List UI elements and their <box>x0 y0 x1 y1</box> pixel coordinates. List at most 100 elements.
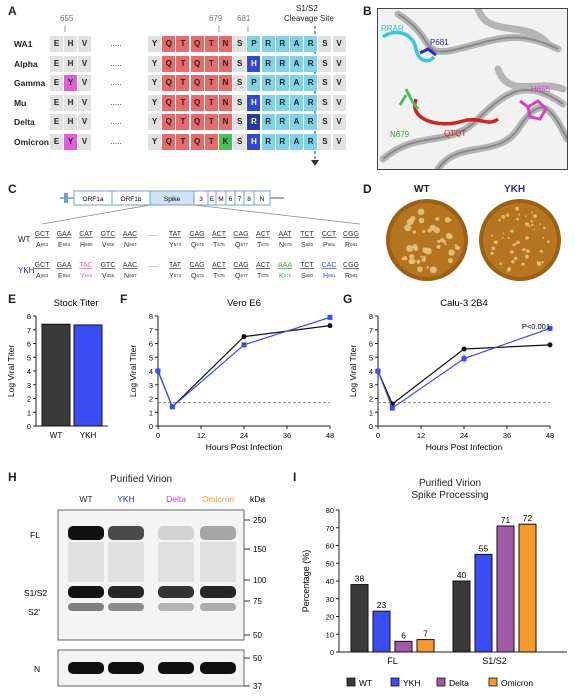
amino-acid-letter: H <box>80 242 85 249</box>
plaque <box>498 218 501 222</box>
residue-cell: V <box>78 75 91 91</box>
residue-cell: S <box>318 114 332 130</box>
amino-acid-letter: Y <box>80 273 85 280</box>
plaque <box>506 268 511 272</box>
variant-name: Alpha <box>14 58 38 69</box>
codon: CAT <box>79 231 93 238</box>
residue-cell: V <box>78 114 91 130</box>
amino-acid: H655 <box>80 242 93 249</box>
g-series-line <box>377 327 551 410</box>
residue-cell: H <box>64 114 77 130</box>
plaque <box>522 248 526 252</box>
ellipsis: ..... <box>110 136 122 146</box>
plaque <box>436 244 441 249</box>
residue-cell: R <box>275 55 289 72</box>
i-ylabel: Percentage (%) <box>301 550 311 613</box>
plaque <box>518 213 521 216</box>
band-n <box>158 662 194 674</box>
plaque <box>528 224 531 227</box>
marker-label: 50 <box>253 631 262 640</box>
g-y-tick-label: 8 <box>369 312 373 321</box>
codon: CAG <box>189 231 204 238</box>
codon: AAC <box>123 262 137 269</box>
plaque <box>521 262 525 266</box>
amino-acid: S680 <box>301 242 314 249</box>
plaque <box>417 266 423 272</box>
codon: CAG <box>233 262 248 269</box>
plaque <box>416 259 421 264</box>
g-x-tick-label: 12 <box>417 431 425 440</box>
plaque <box>412 244 418 250</box>
i-legend-swatch <box>346 677 356 687</box>
codon: ACT <box>256 262 271 269</box>
g-y-tick-label: 3 <box>369 381 373 390</box>
amino-acid-letter: N <box>279 242 284 249</box>
g-x-tick-label: 24 <box>460 431 468 440</box>
plaque <box>537 262 542 267</box>
band-n <box>200 662 236 674</box>
plaque <box>526 249 530 253</box>
g-x-tick-label: 0 <box>376 431 380 440</box>
residue-cell: Y <box>148 75 161 91</box>
g-point-wt <box>461 346 467 352</box>
residue-cell: T <box>176 75 190 91</box>
plaque <box>524 254 529 259</box>
residue-cell: R <box>247 114 261 130</box>
residue-cell: R <box>261 55 275 72</box>
f-point-wt <box>241 334 247 340</box>
f-point-wt <box>327 323 333 329</box>
e-ylabel: Log Viral Titer <box>6 345 16 397</box>
residue-cell: E <box>50 133 63 150</box>
amino-acid-letter: A <box>36 273 41 280</box>
residue-cell: S <box>233 36 247 52</box>
amino-acid-number: 653 <box>41 242 49 247</box>
amino-acid-letter: T <box>213 242 218 249</box>
amino-acid-number: 653 <box>41 273 49 278</box>
blot-lane-label: WT <box>79 494 92 504</box>
cleavage-arrow <box>311 160 319 166</box>
residue-cell: Y <box>148 55 161 72</box>
i-bar <box>350 584 369 653</box>
e-y-tick-label: 6 <box>27 340 31 349</box>
residue-cell: N <box>219 94 232 111</box>
codon: TCT <box>300 231 314 238</box>
residue-cell: R <box>261 75 275 91</box>
band-label-s1s2: S1/S2 <box>24 588 47 598</box>
amino-acid-number: 680 <box>306 273 314 278</box>
i-y-tick-label: 30 <box>326 595 334 604</box>
residue-cell: H <box>64 55 77 72</box>
g-point-wt <box>547 342 553 348</box>
g-y-tick-label: 1 <box>369 408 373 417</box>
residue-cell: A <box>290 36 303 52</box>
amino-acid-number: 675 <box>196 242 204 247</box>
residue-cell: A <box>290 75 303 91</box>
amino-acid: Y655 <box>80 273 93 280</box>
plaque <box>448 249 455 256</box>
panel-label-g: G <box>343 292 353 306</box>
qtqt-loop <box>412 98 500 126</box>
residue-cell: R <box>261 36 275 52</box>
seq-row-label: WT <box>18 235 31 244</box>
amino-acid: N657 <box>124 273 137 280</box>
i-y-tick-label: 80 <box>326 506 334 515</box>
codon: TAT <box>169 231 182 238</box>
marker-label: 100 <box>253 576 267 585</box>
residue-cell: R <box>304 114 318 130</box>
f-x-tick-label: 24 <box>240 431 248 440</box>
residue-cell: R <box>261 94 275 111</box>
residue-cell: Q <box>190 55 204 72</box>
label-rrar: RRAR <box>381 24 404 33</box>
genome-segment <box>253 190 271 206</box>
plaque <box>491 246 496 251</box>
i-legend-label: WT <box>359 678 372 688</box>
amino-acid: P681 <box>323 242 336 249</box>
g-point-ykh <box>375 368 381 374</box>
i-y-tick-label: 70 <box>326 524 334 533</box>
g-series-line <box>377 344 551 405</box>
i-y-tick-label: 10 <box>326 630 334 639</box>
f-y-tick-label: 8 <box>149 312 153 321</box>
g-y-tick-label: 5 <box>369 353 373 362</box>
n679-stick <box>398 88 420 110</box>
residue-cell: E <box>50 114 63 130</box>
amino-acid-number: 677 <box>240 242 248 247</box>
